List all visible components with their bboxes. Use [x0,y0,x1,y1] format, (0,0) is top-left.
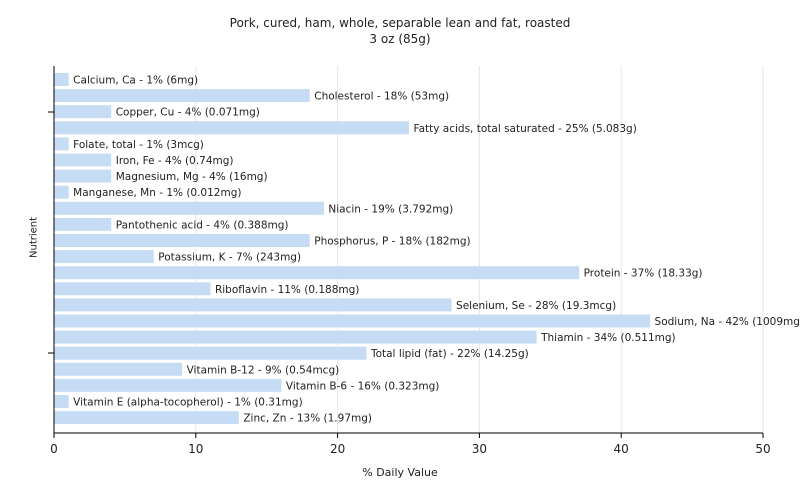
bar [54,153,112,167]
axis-layer: 0 10 20 30 40 50 [48,66,771,456]
y-axis-label: Nutrient [28,216,40,258]
bar [54,234,310,247]
x-tick-label: 50 [755,442,770,456]
bar-label: Thiamin - 34% (0.511mg) [540,332,676,344]
bar [54,282,211,296]
bar [54,73,69,86]
bar-label: Protein - 37% (18.33g) [584,268,703,280]
bar-label: Magnesium, Mg - 4% (16mg) [116,171,268,183]
bar-label: Potassium, K - 7% (243mg) [158,252,301,264]
bar [54,411,239,425]
bar-label: Riboflavin - 11% (0.188mg) [215,284,359,296]
bar-label: Selenium, Se - 28% (19.3mcg) [456,300,616,312]
grid-layer [195,66,764,433]
bar [54,266,580,280]
bar-label: Phosphorus, P - 18% (182mg) [314,236,470,248]
x-tick-label: 30 [472,442,487,456]
bar-label: Folate, total - 1% (3mcg) [73,139,204,151]
x-tick-label: 40 [614,442,629,456]
bar [54,89,310,103]
bar-label: Manganese, Mn - 1% (0.012mg) [73,187,241,199]
x-tick-label: 0 [50,442,58,456]
bar-label: Copper, Cu - 4% (0.071mg) [116,107,260,119]
bar-label: Pantothenic acid - 4% (0.388mg) [116,219,289,231]
bar [54,201,324,215]
bar-label: Zinc, Zn - 13% (1.97mg) [243,413,372,425]
x-tick-label: 20 [330,442,345,456]
bar [54,137,69,151]
x-axis-label: % Daily Value [362,466,438,479]
bar [54,217,112,231]
chart-title: Pork, cured, ham, whole, separable lean … [229,16,571,30]
bar [54,378,282,392]
bar-label: Niacin - 19% (3.792mg) [328,203,453,215]
bar-label: Vitamin B-12 - 9% (0.54mcg) [187,364,340,376]
bar [54,121,409,135]
chart-subtitle: 3 oz (85g) [369,32,431,46]
bar-label: Sodium, Na - 42% (1009mg) [655,316,800,328]
label-layer: Calcium, Ca - 1% (6mg) Cholesterol - 18% … [73,75,800,425]
bar [54,169,112,183]
bar [54,185,69,199]
x-tick-label: 10 [188,442,203,456]
bar [54,105,112,119]
bar-label: Total lipid (fat) - 22% (14.25g) [370,348,529,360]
bar [54,346,367,360]
bar-label: Vitamin B-6 - 16% (0.323mg) [286,380,440,392]
bar [54,314,651,328]
bar [54,330,537,344]
bar-label: Cholesterol - 18% (53mg) [314,91,449,103]
bar-label: Vitamin E (alpha-tocopherol) - 1% (0.31m… [73,397,303,409]
bar-label: Iron, Fe - 4% (0.74mg) [116,155,234,167]
bar-label: Calcium, Ca - 1% (6mg) [73,75,198,87]
bar-layer [54,73,651,425]
bar [54,395,69,408]
bar-label: Fatty acids, total saturated - 25% (5.08… [414,123,637,135]
bar [54,250,154,264]
bar [54,362,183,376]
bar [54,298,452,312]
